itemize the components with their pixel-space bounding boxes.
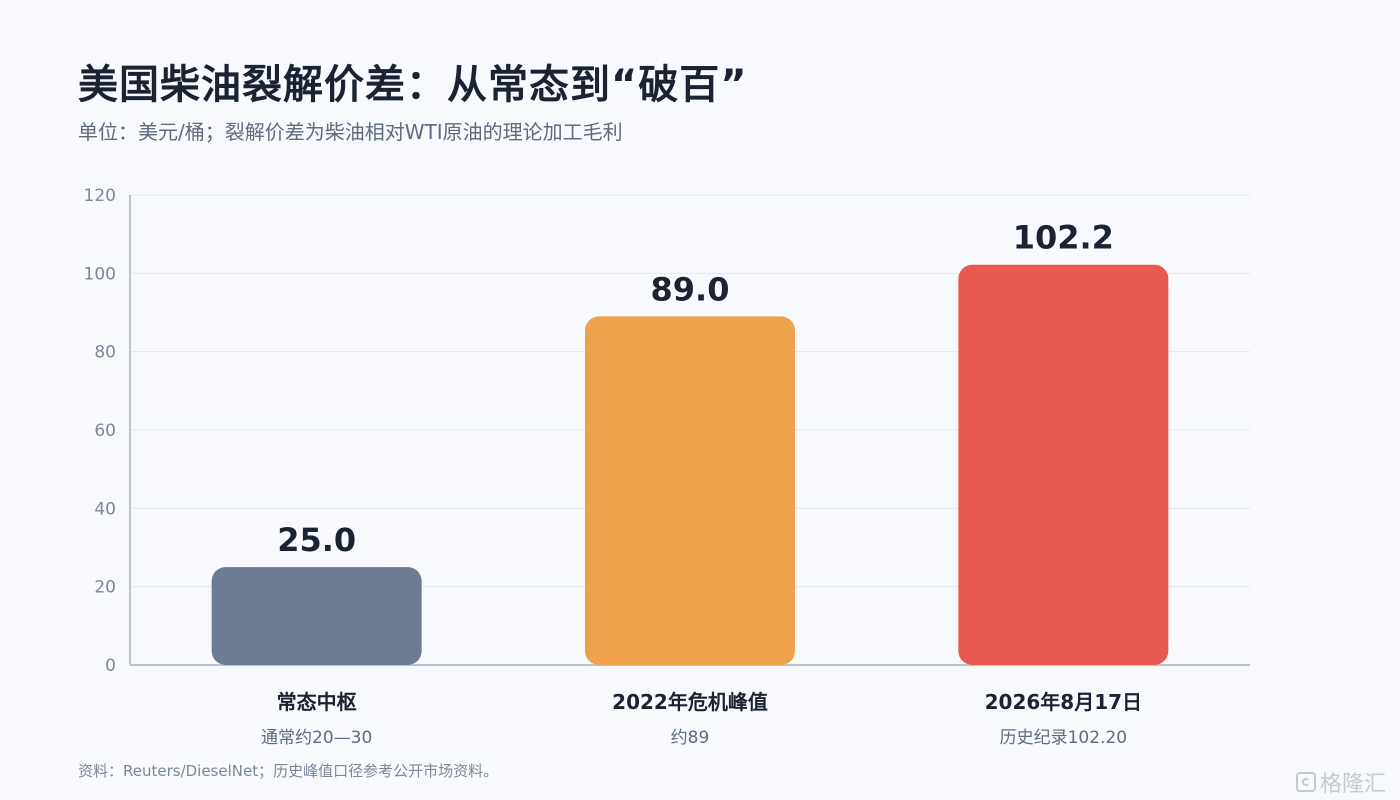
bar-3 (958, 264, 1169, 665)
category-note: 通常约20—30 (261, 728, 372, 748)
x-tick-label: 2026年8月17日 (985, 690, 1142, 714)
watermark: 格隆汇 (1295, 766, 1386, 798)
data-label: 25.0 (277, 521, 356, 559)
x-tick-label: 2022年危机峰值 (612, 690, 768, 714)
data-label: 89.0 (651, 270, 730, 308)
category-note: 历史纪录102.20 (1000, 728, 1127, 748)
category-note: 约89 (671, 728, 710, 748)
bars (211, 264, 1169, 665)
y-tick-label: 20 (94, 578, 116, 598)
x-tick-label: 常态中枢 (277, 690, 357, 714)
y-tick-label: 100 (84, 264, 116, 284)
bar-1 (211, 567, 422, 665)
y-tick-label: 0 (105, 656, 116, 676)
y-tick-label: 120 (84, 186, 116, 206)
bar-2 (585, 316, 795, 665)
chart-title: 美国柴油裂解价差：从常态到“破百” (78, 62, 748, 108)
data-label: 102.2 (1013, 219, 1114, 257)
y-tick-label: 80 (94, 343, 116, 363)
chart-subtitle: 单位：美元/桶；裂解价差为柴油相对WTI原油的理论加工毛利 (78, 120, 623, 144)
y-tick-label: 60 (94, 421, 116, 441)
y-tick-label: 40 (94, 499, 116, 519)
source-note: 资料：Reuters/DieselNet；历史峰值口径参考公开市场资料。 (78, 762, 499, 780)
watermark-text: 格隆汇 (1319, 772, 1386, 797)
watermark-logo-icon (1295, 772, 1316, 792)
